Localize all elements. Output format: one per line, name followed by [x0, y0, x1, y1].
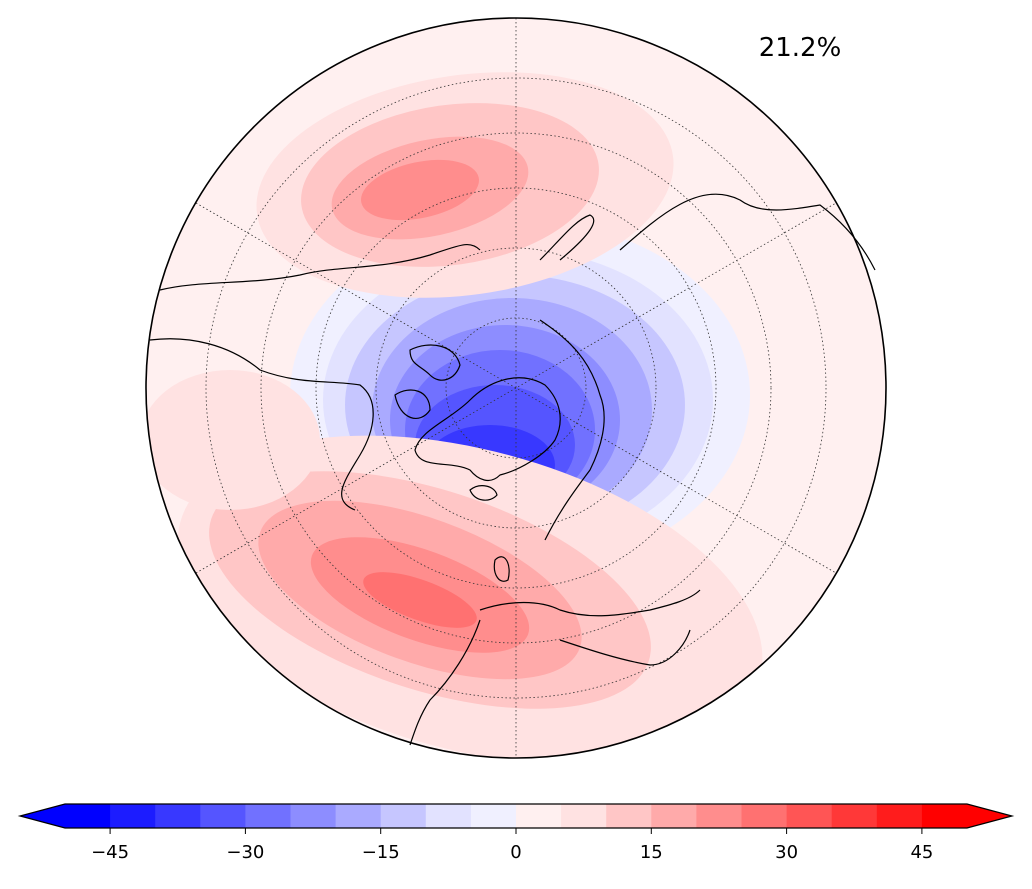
anomaly-field [146, 72, 763, 758]
colorbar-segment [470, 804, 517, 828]
colorbar-segment [696, 804, 742, 828]
coastline-mediterranean [559, 629, 691, 666]
colorbar-segment [876, 804, 923, 828]
coastlines [149, 193, 876, 746]
coastline-siberia-alaska [159, 243, 481, 291]
colorbar-segment [561, 804, 607, 828]
latitude-circle [315, 187, 717, 589]
colorbar-segment [245, 804, 291, 828]
colorbar: −45 −30 −15 0 15 30 45 [17, 803, 1015, 863]
anomaly-pos-north-4 [361, 159, 479, 221]
colorbar-segment [380, 804, 427, 828]
anomaly-pos-west-1 [146, 370, 320, 510]
colorbar-tick-label: −45 [91, 842, 129, 863]
coastline-british-isles [493, 556, 510, 582]
colorbar-segment [290, 804, 337, 828]
polar-map: 21.2% [145, 17, 887, 759]
coastline-novaya-zemlya [539, 214, 595, 261]
coastline-scandinavia-russia [539, 319, 605, 541]
anomaly-pos-south-5 [363, 572, 477, 628]
colorbar-tick-label: 30 [775, 842, 798, 863]
colorbar-segment [786, 804, 833, 828]
colorbar-segment [831, 804, 878, 828]
colorbar-segment [741, 804, 788, 828]
colorbar-outline [17, 803, 1015, 829]
coastline-north-america [149, 338, 374, 511]
coastline-africa-west [409, 619, 481, 746]
meridian-line [195, 202, 837, 574]
meridian-line [195, 202, 837, 574]
colorbar-segment [110, 804, 156, 828]
colorbar-segment [425, 804, 472, 828]
colorbar-segment [606, 804, 652, 828]
colorbar-segment [65, 804, 111, 828]
map-border [145, 17, 887, 759]
coastline-arctic-islands [409, 344, 461, 381]
colorbar-segment [921, 804, 968, 828]
coastline-iceland [469, 485, 498, 501]
colorbar-tick-label: −30 [226, 842, 264, 863]
coastline-arctic-islands [394, 389, 431, 419]
colorbar-segment [335, 804, 382, 828]
coastline-europe-south [479, 589, 701, 617]
colorbar-segment [200, 804, 246, 828]
latitude-circle [375, 247, 657, 529]
coastline-greenland [414, 377, 561, 482]
colorbar-tick-label: 45 [910, 842, 933, 863]
colorbar-segment [155, 804, 201, 828]
colorbar-over-arrow [967, 804, 1012, 828]
colorbar-segment [516, 804, 562, 828]
variance-explained-label: 21.2% [759, 33, 842, 63]
colorbar-under-arrow [20, 804, 65, 828]
graticule [195, 18, 837, 758]
coastline-asia-north [619, 193, 876, 271]
colorbar-segment [651, 804, 697, 828]
colorbar-tick-label: 15 [640, 842, 663, 863]
colorbar-tick-label: −15 [362, 842, 400, 863]
colorbar-tick-label: 0 [510, 842, 521, 863]
